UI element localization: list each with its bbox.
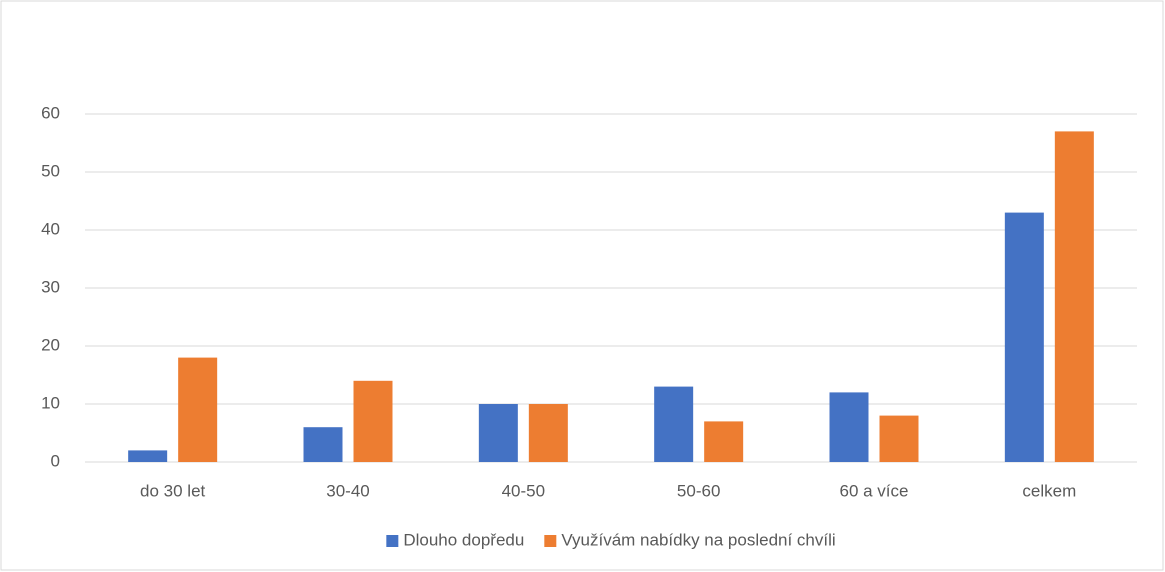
y-tick-label: 50 [41,161,60,180]
y-tick-label: 20 [41,335,60,354]
bar [128,450,168,462]
x-tick-label: celkem [1022,481,1076,500]
bar [528,404,568,462]
x-tick-label: 60 a více [840,481,909,500]
bar [1054,131,1094,462]
y-tick-label: 60 [41,103,60,122]
bar [829,392,869,462]
bar [303,427,343,462]
legend-swatch [386,535,399,547]
bar [879,415,919,462]
legend-swatch [544,535,557,547]
y-tick-label: 0 [51,451,60,470]
bar [1004,212,1044,462]
x-tick-label: do 30 let [140,481,205,500]
legend-label: Dlouho dopředu [403,530,524,549]
bar [704,421,744,462]
y-tick-label: 40 [41,219,60,238]
legend-label: Využívám nabídky na poslední chvíli [561,530,835,549]
y-tick-label: 10 [41,393,60,412]
x-tick-label: 40-50 [502,481,545,500]
bar [353,380,393,462]
y-tick-label: 30 [41,277,60,296]
x-tick-label: 30-40 [326,481,369,500]
x-tick-label: 50-60 [677,481,720,500]
bar [178,357,218,462]
bar [654,386,694,462]
bar [478,404,518,462]
